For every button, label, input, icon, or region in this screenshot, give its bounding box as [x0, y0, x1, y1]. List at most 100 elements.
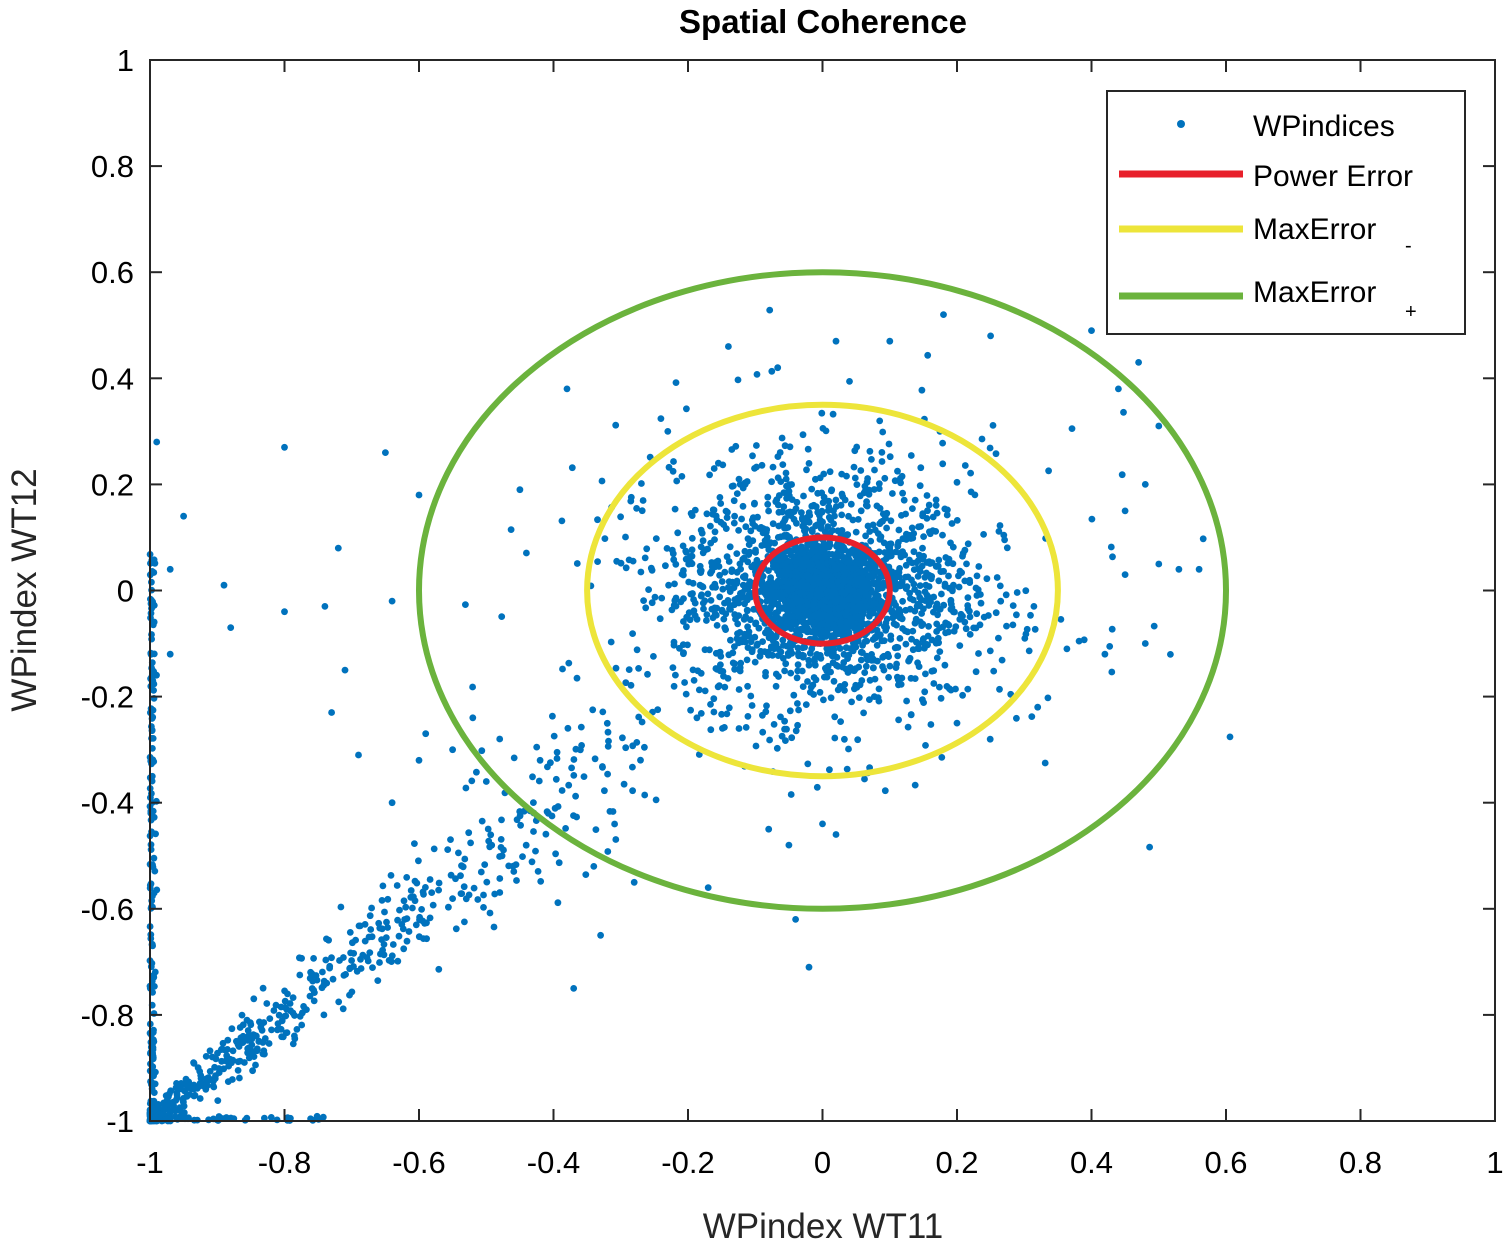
- data-point: [980, 613, 988, 621]
- data-point: [804, 678, 811, 685]
- data-point: [249, 1067, 256, 1075]
- data-point: [966, 607, 973, 615]
- data-point: [725, 704, 733, 712]
- data-point: [865, 573, 873, 581]
- data-point: [209, 1082, 217, 1090]
- data-point: [915, 645, 923, 653]
- data-point: [559, 665, 566, 673]
- data-point: [651, 593, 659, 601]
- data-point: [1106, 643, 1114, 650]
- data-point: [319, 968, 326, 976]
- data-point: [671, 505, 679, 513]
- data-point: [904, 723, 912, 731]
- data-point: [753, 371, 761, 378]
- data-point: [293, 1026, 301, 1033]
- data-point: [457, 872, 464, 880]
- data-point: [733, 568, 741, 576]
- data-point: [810, 674, 818, 681]
- data-point: [367, 926, 375, 933]
- data-point: [897, 681, 905, 688]
- data-point: [886, 337, 894, 345]
- data-point: [206, 1068, 214, 1075]
- data-point: [914, 573, 922, 580]
- data-point: [449, 895, 456, 902]
- data-point: [992, 450, 1000, 458]
- data-point: [229, 1076, 236, 1083]
- data-point: [1030, 603, 1038, 610]
- data-point: [935, 556, 943, 564]
- data-point: [601, 535, 609, 542]
- data-point: [765, 651, 772, 659]
- data-point: [921, 597, 929, 604]
- data-point: [793, 674, 801, 682]
- data-point: [830, 623, 838, 631]
- data-point: [800, 562, 807, 570]
- legend-sub-maxerror-plus: +: [1405, 301, 1417, 323]
- data-point: [805, 460, 813, 467]
- data-point: [853, 481, 861, 488]
- data-point: [851, 474, 859, 482]
- data-point: [177, 1080, 185, 1087]
- data-point: [871, 675, 879, 683]
- data-point: [648, 566, 656, 574]
- data-point: [690, 677, 698, 684]
- data-point: [477, 868, 485, 876]
- data-point: [890, 613, 898, 620]
- data-point: [751, 633, 759, 641]
- data-point: [769, 589, 777, 597]
- data-point: [403, 915, 411, 922]
- data-point: [961, 618, 969, 626]
- data-point: [725, 558, 733, 565]
- data-point: [415, 756, 423, 764]
- data-point: [899, 597, 906, 605]
- data-point: [762, 585, 769, 593]
- data-point: [773, 579, 781, 587]
- data-point: [236, 1057, 244, 1065]
- data-point: [730, 519, 738, 527]
- data-point: [642, 604, 650, 612]
- data-point: [789, 578, 797, 585]
- data-point: [788, 734, 796, 742]
- data-point: [948, 520, 956, 527]
- data-point: [672, 379, 680, 386]
- data-point: [680, 595, 687, 602]
- data-point: [320, 1011, 328, 1019]
- data-point: [627, 497, 635, 505]
- data-point: [928, 667, 936, 675]
- data-point: [837, 562, 845, 570]
- data-point: [776, 605, 784, 613]
- x-tick-label: -0.6: [392, 1145, 445, 1180]
- data-point: [422, 730, 430, 738]
- data-point: [909, 534, 917, 542]
- data-point: [248, 1047, 256, 1055]
- data-point: [804, 541, 812, 549]
- data-point: [727, 636, 734, 644]
- y-tick-label: -0.2: [81, 680, 134, 715]
- data-point: [778, 434, 786, 442]
- data-point: [496, 735, 504, 743]
- data-point: [900, 496, 908, 504]
- data-point: [212, 1072, 219, 1079]
- data-point: [558, 517, 566, 525]
- data-point: [291, 1032, 298, 1040]
- data-point: [751, 658, 759, 666]
- data-point: [830, 677, 838, 685]
- data-point: [426, 876, 434, 883]
- data-point: [877, 534, 884, 542]
- data-point: [510, 868, 518, 875]
- data-point: [772, 670, 780, 678]
- data-point: [875, 685, 883, 693]
- data-point: [594, 516, 601, 524]
- data-point: [703, 510, 711, 518]
- data-point: [721, 568, 729, 576]
- data-point: [725, 651, 733, 659]
- data-point: [481, 861, 489, 868]
- data-point: [908, 635, 915, 643]
- data-point: [469, 683, 476, 691]
- data-point: [703, 617, 710, 624]
- data-point: [619, 734, 626, 742]
- data-point: [1013, 714, 1020, 722]
- data-point: [748, 702, 756, 709]
- data-point: [740, 635, 748, 642]
- data-point: [831, 734, 839, 742]
